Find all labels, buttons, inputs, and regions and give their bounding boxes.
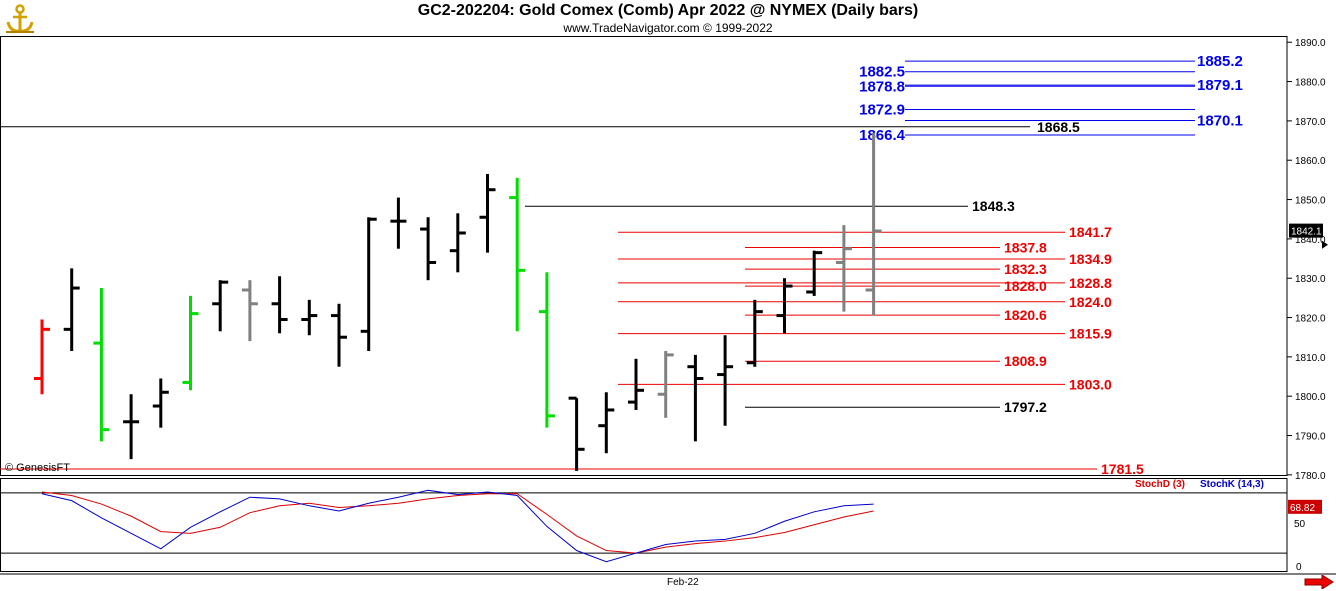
stoch-last-box bbox=[1288, 499, 1322, 514]
level-label: 1878.8 bbox=[859, 78, 905, 95]
level-label: 1879.1 bbox=[1197, 77, 1243, 94]
level-label: 1820.6 bbox=[1004, 307, 1047, 323]
price-tick-label: 1790.0 bbox=[1295, 432, 1326, 443]
level-label: 1808.9 bbox=[1004, 353, 1047, 369]
last-price-box bbox=[1289, 223, 1323, 238]
stoch-series-line bbox=[41, 489, 874, 563]
level-label: 1868.5 bbox=[1037, 119, 1080, 135]
price-tick-label: 1860.0 bbox=[1295, 156, 1326, 167]
level-label: 1870.1 bbox=[1197, 112, 1243, 129]
price-tick-label: 1870.0 bbox=[1295, 117, 1326, 128]
x-tick-label: Feb-22 bbox=[667, 577, 699, 588]
stoch-last-label: 68.82 bbox=[1290, 503, 1315, 514]
price-tick-label: 1880.0 bbox=[1295, 78, 1326, 89]
stoch-series-line bbox=[41, 491, 874, 554]
level-label: 1834.9 bbox=[1069, 251, 1112, 267]
price-tick-label: 1840.0 bbox=[1295, 235, 1326, 246]
level-label: 1828.0 bbox=[1004, 278, 1047, 294]
level-label: 1803.0 bbox=[1069, 376, 1112, 392]
copyright-label: © GenesisFT bbox=[5, 462, 70, 474]
stoch-zero-label: 0 bbox=[1296, 562, 1302, 573]
price-tick-label: 1810.0 bbox=[1295, 353, 1326, 364]
level-label: 1837.8 bbox=[1004, 240, 1047, 256]
legend-stochd: StochD (3) bbox=[1135, 479, 1185, 490]
level-label: 1885.2 bbox=[1197, 53, 1243, 70]
level-label: 1824.0 bbox=[1069, 294, 1112, 310]
level-label: 1866.4 bbox=[859, 127, 906, 144]
legend-stochk: StochK (14,3) bbox=[1200, 479, 1264, 490]
level-label: 1841.7 bbox=[1069, 224, 1112, 240]
stoch-tick-label: 50 bbox=[1294, 519, 1306, 530]
level-label: 1882.5 bbox=[859, 64, 905, 81]
chart-title: GC2-202204: Gold Comex (Comb) Apr 2022 @… bbox=[417, 2, 919, 19]
main-plot-frame bbox=[0, 36, 1288, 476]
chart-subtitle: www.TradeNavigator.com © 1999-2022 bbox=[563, 21, 773, 35]
stoch-plot-frame bbox=[0, 478, 1288, 572]
last-price-label: 1842.1 bbox=[1291, 227, 1322, 238]
level-label: 1781.5 bbox=[1101, 461, 1144, 477]
price-tick-label: 1850.0 bbox=[1295, 196, 1326, 207]
price-tick-label: 1800.0 bbox=[1295, 392, 1326, 403]
price-tick-label: 1830.0 bbox=[1295, 274, 1326, 285]
level-label: 1815.9 bbox=[1069, 326, 1112, 342]
level-label: 1797.2 bbox=[1004, 399, 1047, 415]
level-label: 1872.9 bbox=[859, 101, 905, 118]
price-tick-label: 1780.0 bbox=[1295, 471, 1326, 482]
level-label: 1828.8 bbox=[1069, 275, 1112, 291]
level-label: 1832.3 bbox=[1004, 261, 1047, 277]
chart-header: GC2-202204: Gold Comex (Comb) Apr 2022 @… bbox=[0, 0, 1336, 36]
level-label: 1848.3 bbox=[972, 198, 1015, 214]
last-price-marker bbox=[1322, 240, 1328, 249]
price-tick-label: 1890.0 bbox=[1295, 38, 1326, 49]
anchor-logo-icon bbox=[6, 4, 34, 33]
price-tick-label: 1820.0 bbox=[1295, 314, 1326, 325]
right-arrow-icon[interactable] bbox=[1304, 575, 1334, 589]
